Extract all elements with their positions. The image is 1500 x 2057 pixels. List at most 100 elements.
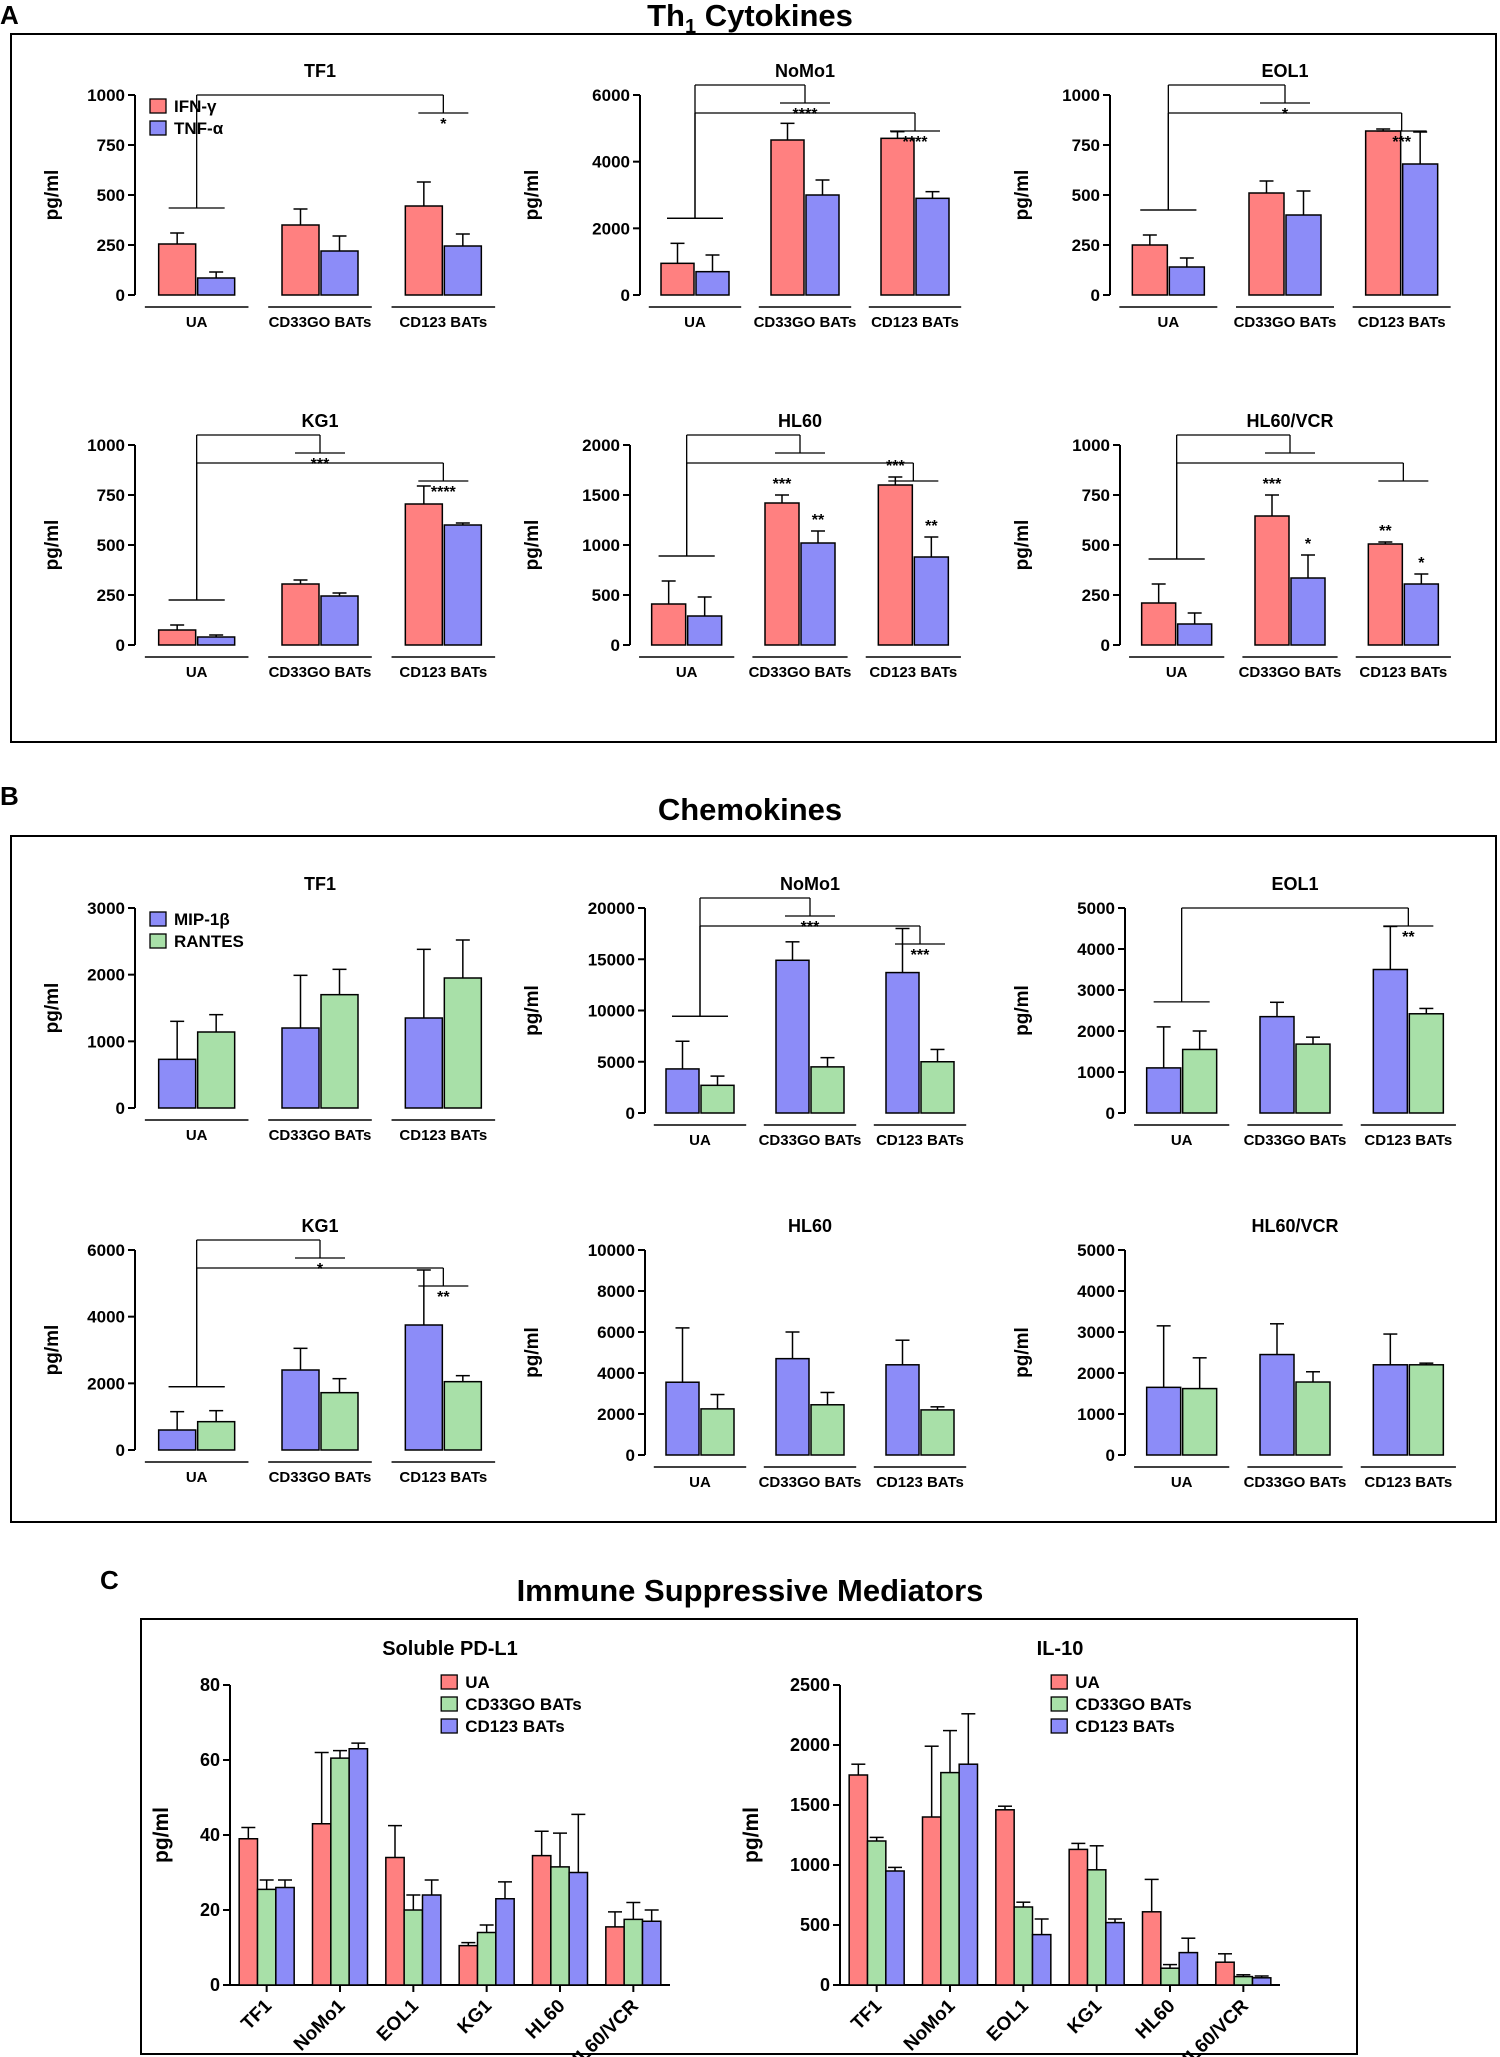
significance-label: *** bbox=[773, 476, 792, 493]
significance-label: * bbox=[1305, 536, 1312, 553]
bar bbox=[568, 1871, 589, 1986]
legend-swatch bbox=[149, 98, 167, 114]
chart-title: TF1 bbox=[304, 874, 336, 894]
category-label: TF1 bbox=[237, 1995, 276, 2034]
bar bbox=[810, 1404, 845, 1456]
bar bbox=[196, 1420, 236, 1451]
y-tick-label: 250 bbox=[1072, 236, 1100, 255]
category-label: CD123 BATs bbox=[871, 314, 959, 331]
category-label: UA bbox=[1171, 1474, 1193, 1491]
y-tick-label: 4000 bbox=[1077, 940, 1115, 959]
category-label: CD33GO BATs bbox=[1244, 1474, 1347, 1491]
y-tick-label: 750 bbox=[1082, 486, 1110, 505]
category-label: CD123 BATs bbox=[869, 664, 957, 681]
category-label: KG1 bbox=[454, 1995, 497, 2038]
category-label: CD33GO BATs bbox=[269, 314, 372, 331]
chart-title: KG1 bbox=[301, 1216, 338, 1236]
legend-swatch bbox=[440, 1718, 458, 1734]
bar bbox=[348, 1748, 369, 1986]
y-axis-label: pg/ml bbox=[1012, 1327, 1033, 1378]
bar bbox=[885, 971, 920, 1114]
bracket-label: * bbox=[1282, 106, 1289, 123]
bar bbox=[1131, 244, 1169, 296]
y-axis-label: pg/ml bbox=[522, 1327, 543, 1378]
bar bbox=[915, 197, 950, 296]
bar bbox=[1295, 1381, 1331, 1456]
bar bbox=[281, 224, 320, 296]
panel-a-title-sub: 1 bbox=[684, 16, 697, 39]
bar bbox=[940, 1771, 960, 1986]
category-label: CD33GO BATs bbox=[754, 314, 857, 331]
y-tick-label: 1000 bbox=[582, 536, 620, 555]
bar bbox=[157, 243, 197, 296]
bar bbox=[1145, 1067, 1182, 1114]
bar bbox=[404, 205, 444, 296]
y-tick-label: 750 bbox=[97, 136, 125, 155]
bar bbox=[196, 277, 236, 296]
y-axis-label: pg/ml bbox=[150, 1807, 173, 1863]
category-label: UA bbox=[1157, 314, 1179, 331]
y-tick-label: 60 bbox=[200, 1750, 220, 1770]
bar bbox=[1254, 515, 1290, 646]
category-label: CD123 BATs bbox=[399, 1127, 487, 1144]
y-tick-label: 1500 bbox=[790, 1795, 830, 1815]
y-tick-label: 2000 bbox=[1077, 1364, 1115, 1383]
legend-swatch bbox=[1050, 1718, 1068, 1734]
category-label: CD33GO BATs bbox=[1234, 314, 1337, 331]
y-tick-label: 0 bbox=[626, 1104, 635, 1123]
y-tick-label: 10000 bbox=[588, 1002, 635, 1021]
chart-title: NoMo1 bbox=[775, 61, 835, 81]
significance-label: *** bbox=[886, 458, 905, 475]
legend-swatch bbox=[1050, 1696, 1068, 1712]
y-tick-label: 0 bbox=[116, 286, 125, 305]
y-tick-label: 2000 bbox=[87, 1374, 125, 1393]
y-tick-label: 750 bbox=[1072, 136, 1100, 155]
y-tick-label: 2000 bbox=[790, 1735, 830, 1755]
legend-label: CD123 BATs bbox=[1075, 1717, 1175, 1736]
bracket-label: *** bbox=[801, 919, 820, 936]
bar bbox=[885, 1870, 905, 1986]
y-tick-label: 0 bbox=[116, 1099, 125, 1118]
chart-title: IL-10 bbox=[1037, 1638, 1084, 1660]
bar bbox=[1086, 1869, 1107, 1986]
bar bbox=[443, 1380, 483, 1451]
chart-a4: KG1 0 250 500 750 1000 pg/ml UA CD33GO BATs CD123… bbox=[42, 411, 496, 681]
bar bbox=[1259, 1353, 1295, 1456]
bar bbox=[1178, 1951, 1199, 1986]
bar bbox=[1295, 1043, 1331, 1114]
bar bbox=[920, 1409, 955, 1456]
bar bbox=[1141, 1911, 1162, 1986]
bar bbox=[320, 250, 359, 296]
bar bbox=[686, 615, 723, 646]
bar bbox=[256, 1888, 277, 1986]
y-axis-label: pg/ml bbox=[1012, 520, 1033, 571]
bar bbox=[605, 1926, 625, 1986]
significance-label: ** bbox=[925, 518, 938, 535]
bar bbox=[1181, 1048, 1218, 1114]
panel-b-letter: B bbox=[0, 781, 19, 811]
y-tick-label: 1000 bbox=[790, 1855, 830, 1875]
bar bbox=[660, 262, 695, 296]
chart-a6: HL60/VCR02505007501000pg/mlUA****CD33GO … bbox=[1012, 411, 1451, 681]
y-axis-label: pg/ml bbox=[740, 1807, 763, 1863]
bracket-label: * bbox=[440, 116, 447, 133]
y-tick-label: 5000 bbox=[597, 1053, 635, 1072]
category-label: CD123 BATs bbox=[399, 664, 487, 681]
bar bbox=[1140, 602, 1177, 646]
bar bbox=[800, 542, 836, 646]
category-label: CD33GO BATs bbox=[1244, 1132, 1347, 1149]
y-tick-label: 6000 bbox=[597, 1323, 635, 1342]
bar bbox=[238, 1838, 259, 1986]
panel-a-frame bbox=[10, 33, 1497, 743]
bar bbox=[550, 1866, 570, 1986]
legend-label: UA bbox=[1075, 1673, 1100, 1692]
y-tick-label: 2000 bbox=[582, 436, 620, 455]
y-tick-label: 5000 bbox=[1077, 899, 1115, 918]
bar bbox=[770, 139, 805, 296]
bar bbox=[1403, 583, 1440, 646]
bar bbox=[1259, 1015, 1295, 1114]
y-axis-label: pg/ml bbox=[522, 520, 543, 571]
y-tick-label: 500 bbox=[97, 536, 125, 555]
y-tick-label: 0 bbox=[116, 636, 125, 655]
